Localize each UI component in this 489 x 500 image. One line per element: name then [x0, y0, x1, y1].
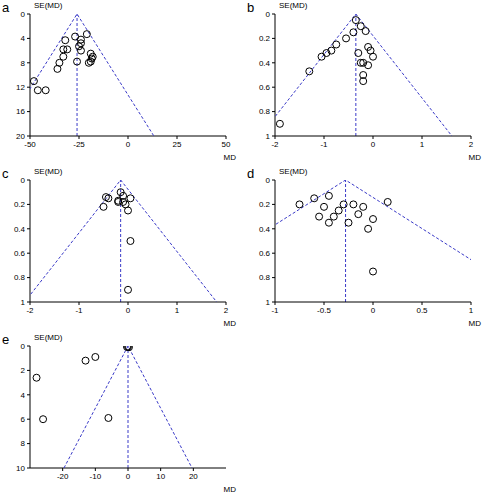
html-text:SE(MD): SE(MD): [34, 333, 63, 342]
svg-text:1: 1: [420, 140, 425, 149]
html-text:MD: MD: [468, 319, 481, 328]
svg-text:1: 1: [266, 132, 271, 141]
svg-text:1: 1: [175, 306, 180, 315]
svg-text:0.6: 0.6: [259, 83, 271, 92]
html-text:c: c: [2, 166, 9, 181]
html-text:SE(MD): SE(MD): [34, 167, 63, 176]
html-text:MD: MD: [223, 319, 236, 328]
html-text:SE(MD): SE(MD): [34, 1, 63, 10]
svg-text:0.6: 0.6: [14, 249, 26, 258]
html-text:e: e: [2, 332, 10, 347]
svg-text:-1: -1: [75, 306, 83, 315]
svg-text:0: 0: [126, 140, 131, 149]
svg-text:-2: -2: [26, 306, 34, 315]
svg-text:0.4: 0.4: [259, 59, 271, 68]
svg-text:0.5: 0.5: [416, 306, 428, 315]
svg-text:0.8: 0.8: [14, 273, 26, 282]
svg-text:8: 8: [21, 439, 26, 448]
svg-text:0: 0: [126, 472, 131, 481]
html-text:MD: MD: [223, 153, 236, 162]
svg-text:25: 25: [173, 140, 182, 149]
svg-text:-10: -10: [90, 472, 102, 481]
svg-text:0.2: 0.2: [259, 200, 271, 209]
svg-text:-1: -1: [271, 306, 279, 315]
svg-text:6: 6: [21, 415, 26, 424]
svg-text:1: 1: [21, 298, 26, 307]
svg-text:1: 1: [469, 306, 474, 315]
svg-text:-1: -1: [320, 140, 328, 149]
svg-text:20: 20: [189, 472, 198, 481]
html-text:SE(MD): SE(MD): [279, 1, 308, 10]
svg-text:0: 0: [126, 306, 131, 315]
html-text:b: b: [247, 0, 255, 15]
html-text:d: d: [247, 166, 255, 181]
svg-text:4: 4: [21, 34, 26, 43]
svg-text:-2: -2: [271, 140, 279, 149]
svg-text:0.2: 0.2: [14, 200, 26, 209]
svg-text:2: 2: [224, 306, 229, 315]
svg-text:-50: -50: [24, 140, 36, 149]
svg-text:-25: -25: [73, 140, 85, 149]
html-text:MD: MD: [468, 153, 481, 162]
svg-text:-20: -20: [57, 472, 69, 481]
svg-text:50: 50: [222, 140, 231, 149]
svg-text:1: 1: [266, 298, 271, 307]
svg-text:0.4: 0.4: [259, 225, 271, 234]
svg-text:0: 0: [371, 140, 376, 149]
svg-text:0: 0: [266, 10, 271, 19]
svg-text:0.2: 0.2: [259, 34, 271, 43]
svg-text:0.4: 0.4: [14, 225, 26, 234]
svg-text:0: 0: [371, 306, 376, 315]
svg-text:16: 16: [16, 107, 25, 116]
svg-text:0: 0: [266, 176, 271, 185]
svg-text:0.8: 0.8: [259, 107, 271, 116]
svg-text:0.8: 0.8: [259, 273, 271, 282]
svg-text:0: 0: [21, 10, 26, 19]
html-text:MD: MD: [223, 485, 236, 494]
svg-text:2: 2: [21, 366, 26, 375]
svg-text:-0.5: -0.5: [317, 306, 331, 315]
svg-text:0: 0: [21, 342, 26, 351]
svg-text:8: 8: [21, 59, 26, 68]
svg-text:10: 10: [156, 472, 165, 481]
html-text:a: a: [2, 0, 10, 15]
svg-text:0.6: 0.6: [259, 249, 271, 258]
svg-text:12: 12: [16, 83, 25, 92]
svg-text:10: 10: [16, 464, 25, 473]
svg-text:2: 2: [469, 140, 474, 149]
svg-text:20: 20: [16, 132, 25, 141]
svg-text:4: 4: [21, 391, 26, 400]
html-text:SE(MD): SE(MD): [279, 167, 308, 176]
svg-text:0: 0: [21, 176, 26, 185]
